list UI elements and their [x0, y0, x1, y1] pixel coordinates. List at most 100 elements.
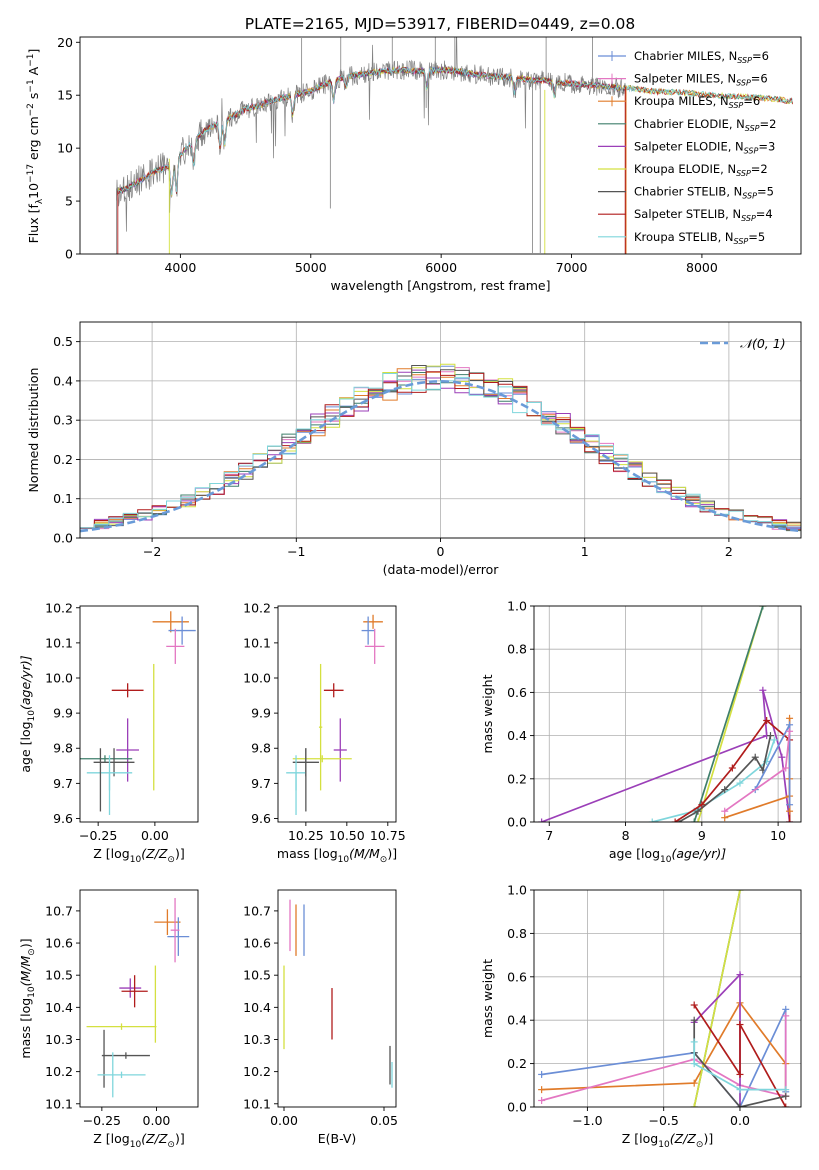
weight-marker	[694, 818, 702, 822]
weight-marker	[671, 818, 679, 822]
y-tick-label: 9.9	[251, 706, 271, 721]
y-tick-label: 20	[57, 35, 73, 50]
y-tick-label: 0.6	[507, 969, 527, 984]
y-tick-label: 0.0	[53, 531, 73, 546]
y-tick-label: 10.2	[45, 1064, 73, 1079]
errorbar-point	[323, 683, 344, 698]
age-vs-Z-marks	[80, 611, 196, 815]
weight-marker	[538, 1096, 546, 1104]
errorbar-point	[364, 628, 385, 664]
x-axis-label: wavelength [Angstrom, rest frame]	[330, 278, 550, 293]
y-axis-label: mass [log10(M/M⊙)]	[18, 938, 37, 1058]
weight-line-chabrier-stelib	[693, 1020, 786, 1107]
legend-label: Salpeter MILES, NSSP=6	[634, 72, 768, 88]
weight-marker	[648, 818, 656, 822]
weight-marker	[782, 1012, 790, 1020]
weight-marker	[690, 1060, 698, 1068]
weight-line-kroupa-stelib	[693, 1041, 786, 1091]
weight-marker	[782, 1092, 790, 1100]
y-tick-label: 0.4	[507, 728, 527, 743]
weight-marker	[736, 1070, 744, 1078]
y-tick-label: 5	[65, 194, 73, 209]
y-tick-label: 0.4	[507, 1013, 527, 1028]
y-tick-label: 10.1	[243, 1096, 271, 1111]
y-tick-label: 10.4	[45, 1000, 73, 1015]
mass-vs-ebv-panel: 0.00 0.05 10.1 10.2 10.3 10.4 10.5 10.6 10.7 E(B-…	[243, 889, 398, 1146]
y-tick-label: 0.5	[53, 334, 73, 349]
x-tick-label: 0.00	[270, 1113, 298, 1128]
residuals-panel: −2 −1 0 1 2 0.0 0.1 0.2 0.3 0.4 0.5 (data-model)/er…	[26, 321, 802, 577]
age-vs-mass-marks	[286, 614, 385, 815]
errorbar-point	[333, 718, 347, 782]
residuals-marks	[80, 363, 801, 538]
x-axis-label: Z [log10(Z/Z⊙)]	[93, 1131, 184, 1150]
x-axis-label: E(B-V)	[318, 1131, 357, 1146]
x-tick-label: 2	[725, 544, 733, 559]
x-tick-label: 0.0	[730, 1113, 750, 1128]
y-tick-label: 10.3	[45, 1032, 73, 1047]
x-tick-label: −1	[287, 544, 305, 559]
weight-marker	[721, 786, 729, 794]
figure-title: PLATE=2165, MJD=53917, FIBERID=0449, z=0…	[245, 15, 635, 33]
y-tick-label: 10.0	[45, 671, 73, 686]
errorbar-point	[80, 755, 133, 763]
y-tick-label: 9.6	[251, 811, 271, 826]
legend-label: Salpeter STELIB, NSSP=4	[634, 207, 773, 223]
x-axis-label: Z [log10(Z/Z⊙)]	[622, 1131, 713, 1150]
errorbar-point	[363, 614, 383, 629]
y-tick-label: 10.6	[243, 936, 271, 951]
weight-marker	[736, 1103, 744, 1107]
x-tick-label: 1	[581, 544, 589, 559]
legend-label: 𝒩(0, 1)	[740, 336, 786, 351]
weight-marker	[698, 801, 706, 809]
legend-label: Salpeter ELODIE, NSSP=3	[634, 139, 775, 155]
weight-marker	[770, 736, 778, 744]
axes-frame	[277, 605, 397, 823]
weight-marker	[690, 818, 698, 822]
weight-marker	[690, 1016, 698, 1024]
weight-marker	[538, 818, 546, 822]
y-tick-label: 10.2	[45, 600, 73, 615]
errorbar-point	[166, 628, 185, 664]
y-axis-label: age [log10(age/yr)]	[18, 655, 37, 772]
weight-vs-age-marks	[538, 606, 794, 822]
normal-curve	[80, 379, 801, 533]
x-tick-label: 6000	[425, 260, 457, 275]
weight-line-salpeter-elodie	[541, 689, 791, 822]
y-tick-label: 10.1	[45, 635, 73, 650]
y-axis-label: mass weight	[480, 674, 495, 753]
errorbar-point	[97, 1071, 146, 1079]
x-tick-label: 8000	[686, 260, 718, 275]
x-tick-label: 7	[545, 828, 553, 843]
mass-vs-Z-panel: −0.25 0.00 10.1 10.2 10.3 10.4 10.5 10.6 10.7 Z […	[18, 889, 199, 1150]
spectrum-legend: Chabrier MILES, NSSP=6 Salpeter MILES, NS…	[598, 49, 776, 246]
weight-line-chabrier-stelib	[678, 735, 772, 822]
mass-vs-Z-marks	[86, 898, 190, 1098]
weight-marker	[778, 753, 786, 761]
weight-marker	[538, 1086, 546, 1094]
y-tick-label: 0.6	[507, 685, 527, 700]
x-tick-label: −1.0	[572, 1113, 602, 1128]
y-tick-label: 0.8	[507, 926, 527, 941]
y-tick-label: 0.2	[507, 771, 527, 786]
errorbar-point	[93, 748, 135, 777]
axes-frame	[79, 889, 199, 1108]
x-axis-label: (data-model)/error	[383, 562, 500, 577]
weight-marker	[736, 971, 744, 979]
errorbar-point	[361, 616, 375, 645]
weight-marker	[759, 686, 767, 694]
axes-frame	[79, 36, 802, 255]
y-tick-label: 0.2	[507, 1056, 527, 1071]
y-tick-label: 9.8	[251, 741, 271, 756]
weight-marker	[690, 1038, 698, 1046]
weight-marker	[782, 1005, 790, 1013]
y-tick-label: 0.2	[53, 452, 73, 467]
legend-label: Kroupa STELIB, NSSP=5	[634, 230, 765, 246]
weight-marker	[751, 753, 759, 761]
y-tick-label: 10.5	[45, 968, 73, 983]
y-tick-label: 10.1	[45, 1096, 73, 1111]
x-tick-label: −0.5	[649, 1113, 679, 1128]
x-tick-label: 0.05	[370, 1113, 398, 1128]
errorbar-point	[121, 975, 148, 1008]
